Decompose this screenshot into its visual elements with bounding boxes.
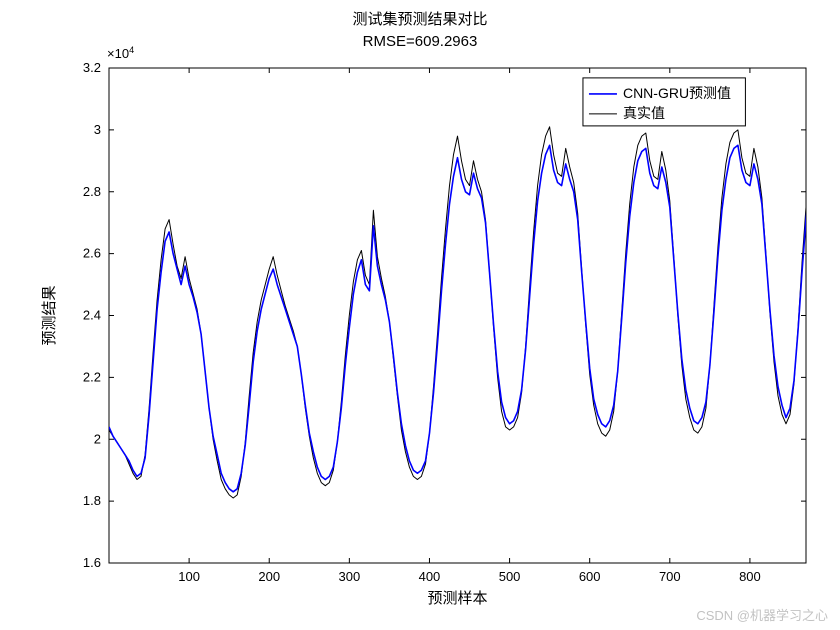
y-tick-label: 2.2: [83, 369, 101, 384]
legend-label: CNN-GRU预测值: [623, 85, 731, 101]
x-tick-label: 600: [579, 569, 601, 584]
chart-title: 测试集预测结果对比: [352, 11, 487, 28]
line-chart: 100 200 300 400 500 600 700 800 1.6 1.8 2 2.2 2.4 2.6…: [0, 0, 840, 630]
x-tick-label: 200: [258, 569, 280, 584]
x-tick-label: 100: [178, 569, 200, 584]
x-tick-label: 300: [338, 569, 360, 584]
chart-container: 100 200 300 400 500 600 700 800 1.6 1.8 2 2.2 2.4 2.6…: [0, 0, 840, 630]
y-axis-label: 预测结果: [41, 285, 58, 345]
y-tick-label: 3.2: [83, 60, 101, 75]
y-tick-label: 1.8: [83, 493, 101, 508]
y-tick-label: 2.4: [83, 308, 101, 323]
x-tick-label: 700: [659, 569, 681, 584]
chart-subtitle: RMSE=609.2963: [363, 33, 478, 50]
y-tick-label: 2.6: [83, 246, 101, 261]
x-tick-label: 400: [419, 569, 441, 584]
x-tick-label: 500: [499, 569, 521, 584]
legend-label: 真实值: [623, 105, 665, 121]
x-tick-label: 800: [739, 569, 761, 584]
x-axis-label: 预测样本: [427, 590, 487, 607]
y-tick-label: 2: [94, 431, 101, 446]
y-tick-label: 3: [94, 122, 101, 137]
y-tick-label: 1.6: [83, 555, 101, 570]
y-tick-label: 2.8: [83, 184, 101, 199]
